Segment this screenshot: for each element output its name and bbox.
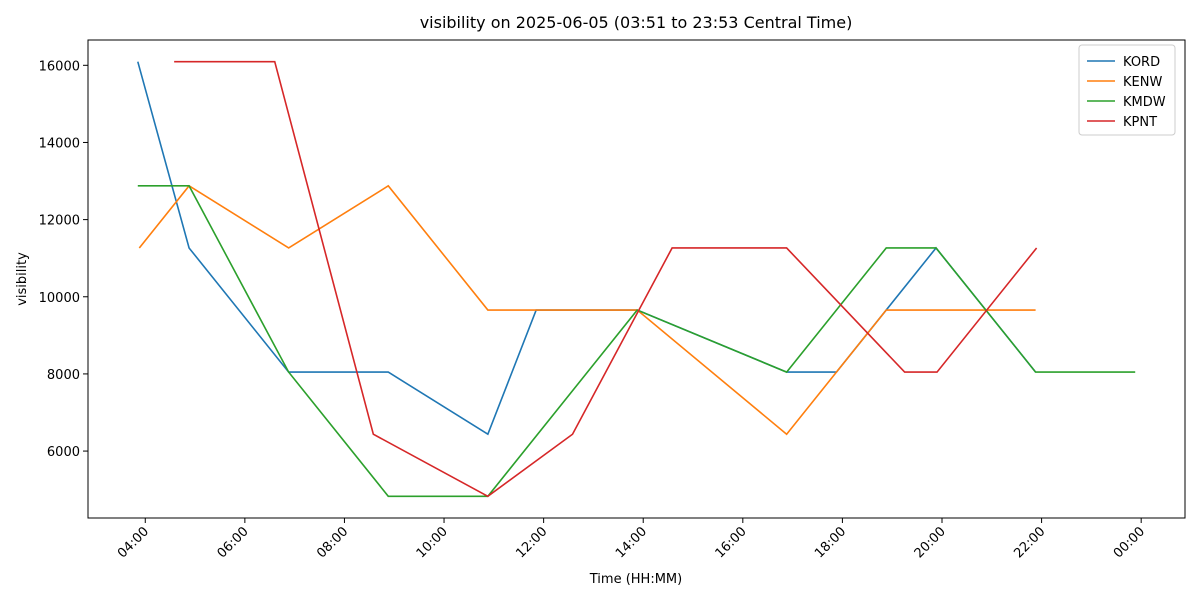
- x-tick-label: 12:00: [513, 524, 550, 561]
- series-line: [174, 60, 1038, 498]
- x-tick-label: 04:00: [115, 524, 152, 561]
- y-tick-label: 8000: [47, 368, 80, 383]
- y-tick-label: 10000: [39, 291, 80, 306]
- x-tick-label: 14:00: [613, 524, 650, 561]
- x-tick-label: 22:00: [1011, 524, 1048, 561]
- x-axis-label: Time (HH:MM): [589, 572, 682, 587]
- legend-label: KENW: [1123, 75, 1162, 90]
- y-tick-label: 6000: [47, 445, 80, 460]
- y-tick-label: 12000: [39, 214, 80, 229]
- legend: KORD KENW KMDW KPNT: [1078, 44, 1176, 136]
- x-tick-label: 18:00: [812, 524, 849, 561]
- legend-label: KMDW: [1123, 95, 1166, 110]
- x-tick-label: 10:00: [414, 524, 451, 561]
- x-tick-label: 16:00: [713, 524, 750, 561]
- x-tick-label: 08:00: [314, 524, 351, 561]
- plot-frame: [87, 39, 1186, 519]
- series-line: [138, 184, 1036, 436]
- x-tick-label: 00:00: [1111, 524, 1148, 561]
- legend-label: KORD: [1123, 55, 1160, 70]
- y-axis-label: visibility: [15, 252, 30, 306]
- legend-box: [1078, 44, 1176, 136]
- x-tick-label: 20:00: [912, 524, 949, 561]
- y-tick-label: 16000: [39, 59, 80, 74]
- y-tick-label: 14000: [39, 136, 80, 151]
- series-line: [137, 185, 1136, 498]
- chart-title: visibility on 2025-06-05 (03:51 to 23:53…: [420, 13, 853, 32]
- x-tick-label: 06:00: [215, 524, 252, 561]
- legend-label: KPNT: [1123, 115, 1157, 130]
